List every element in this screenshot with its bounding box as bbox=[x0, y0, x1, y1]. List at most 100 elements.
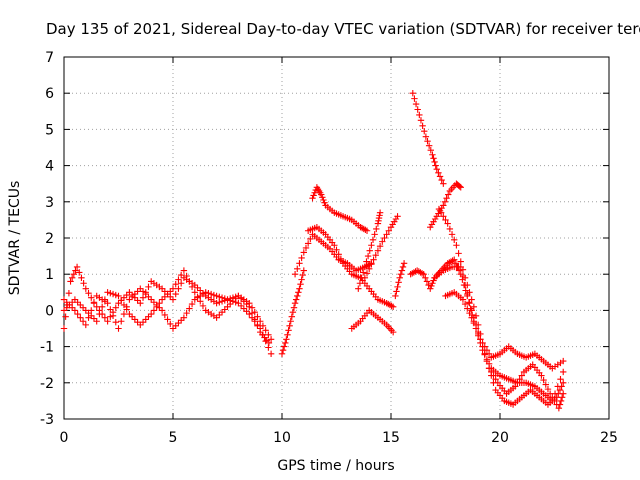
data-point bbox=[560, 390, 567, 397]
data-point bbox=[115, 325, 122, 332]
data-point bbox=[142, 290, 149, 298]
data-point bbox=[205, 290, 212, 297]
data-point bbox=[96, 310, 103, 318]
data-point bbox=[459, 296, 467, 303]
data-point bbox=[186, 305, 193, 312]
data-point bbox=[82, 321, 89, 329]
data-point bbox=[169, 296, 177, 303]
data-point bbox=[433, 166, 440, 173]
data-point bbox=[422, 274, 429, 282]
data-point bbox=[292, 296, 300, 303]
data-point bbox=[429, 280, 436, 287]
series-sat-i bbox=[348, 307, 397, 336]
data-point bbox=[453, 242, 460, 249]
data-point bbox=[514, 379, 521, 386]
data-point bbox=[555, 404, 563, 412]
data-point bbox=[107, 290, 114, 297]
data-point bbox=[186, 278, 193, 285]
data-point bbox=[248, 309, 256, 317]
data-point bbox=[485, 365, 493, 372]
series-sat-f bbox=[304, 223, 397, 310]
grid-lines bbox=[64, 57, 609, 419]
data-point bbox=[287, 318, 294, 325]
data-point bbox=[444, 220, 451, 227]
data-point bbox=[71, 307, 79, 314]
data-point bbox=[360, 269, 367, 276]
data-point bbox=[188, 283, 196, 291]
data-point bbox=[556, 386, 564, 394]
data-point bbox=[416, 111, 423, 119]
data-point bbox=[279, 347, 287, 354]
data-point bbox=[71, 296, 79, 303]
data-point bbox=[104, 299, 111, 307]
data-point bbox=[441, 198, 449, 205]
data-point bbox=[432, 162, 439, 169]
data-point bbox=[366, 247, 373, 254]
data-point bbox=[438, 176, 445, 184]
data-point bbox=[248, 304, 256, 311]
data-point bbox=[385, 227, 393, 234]
data-point bbox=[546, 390, 554, 397]
data-point bbox=[335, 251, 342, 258]
data-point bbox=[90, 315, 98, 322]
series-sat-n bbox=[427, 180, 464, 231]
data-point bbox=[115, 292, 122, 300]
data-point bbox=[85, 290, 92, 297]
data-point bbox=[112, 304, 119, 311]
data-point bbox=[259, 322, 267, 329]
data-point bbox=[251, 316, 258, 323]
data-point bbox=[355, 285, 362, 292]
data-point bbox=[318, 191, 325, 198]
series-sat-l bbox=[409, 90, 447, 187]
data-point bbox=[298, 254, 305, 262]
y-tick-label: 2 bbox=[45, 231, 54, 247]
data-point bbox=[300, 249, 307, 256]
data-point bbox=[440, 180, 447, 187]
data-point bbox=[216, 299, 223, 306]
x-axis: 0 5 10 15 20 25 bbox=[60, 57, 618, 446]
data-point bbox=[227, 300, 234, 308]
data-point bbox=[560, 368, 567, 376]
data-point bbox=[267, 350, 275, 358]
data-point bbox=[475, 321, 482, 329]
data-point bbox=[134, 318, 141, 326]
data-point bbox=[411, 95, 418, 102]
data-point bbox=[213, 292, 220, 300]
data-point bbox=[118, 297, 125, 304]
data-point bbox=[483, 347, 491, 354]
data-point bbox=[285, 327, 292, 334]
data-point bbox=[381, 234, 388, 242]
data-point bbox=[126, 289, 133, 296]
data-point bbox=[538, 372, 545, 379]
x-tick-label: 20 bbox=[491, 430, 509, 446]
data-point bbox=[101, 314, 109, 321]
data-point bbox=[295, 289, 302, 296]
data-point bbox=[392, 292, 399, 300]
data-point bbox=[457, 258, 464, 265]
data-point bbox=[304, 240, 312, 247]
data-point bbox=[77, 301, 84, 309]
data-point bbox=[376, 242, 384, 250]
x-tick-label: 10 bbox=[273, 430, 291, 446]
data-point bbox=[202, 289, 209, 296]
data-point bbox=[296, 260, 303, 267]
data-point bbox=[490, 372, 497, 379]
data-point bbox=[468, 296, 475, 303]
data-point bbox=[451, 236, 458, 244]
series-sat-k bbox=[392, 260, 408, 300]
data-point bbox=[394, 213, 401, 220]
data-point bbox=[158, 296, 166, 303]
data-point bbox=[331, 242, 338, 249]
data-point bbox=[394, 283, 401, 291]
data-point bbox=[191, 289, 198, 296]
data-point bbox=[158, 285, 166, 292]
x-tick-label: 0 bbox=[60, 430, 69, 446]
data-point bbox=[139, 318, 147, 326]
data-point bbox=[419, 122, 426, 129]
data-point bbox=[470, 319, 478, 327]
data-point bbox=[145, 283, 152, 291]
data-point bbox=[158, 307, 166, 314]
data-point bbox=[459, 266, 467, 273]
data-point bbox=[298, 276, 305, 283]
data-point bbox=[120, 301, 128, 309]
